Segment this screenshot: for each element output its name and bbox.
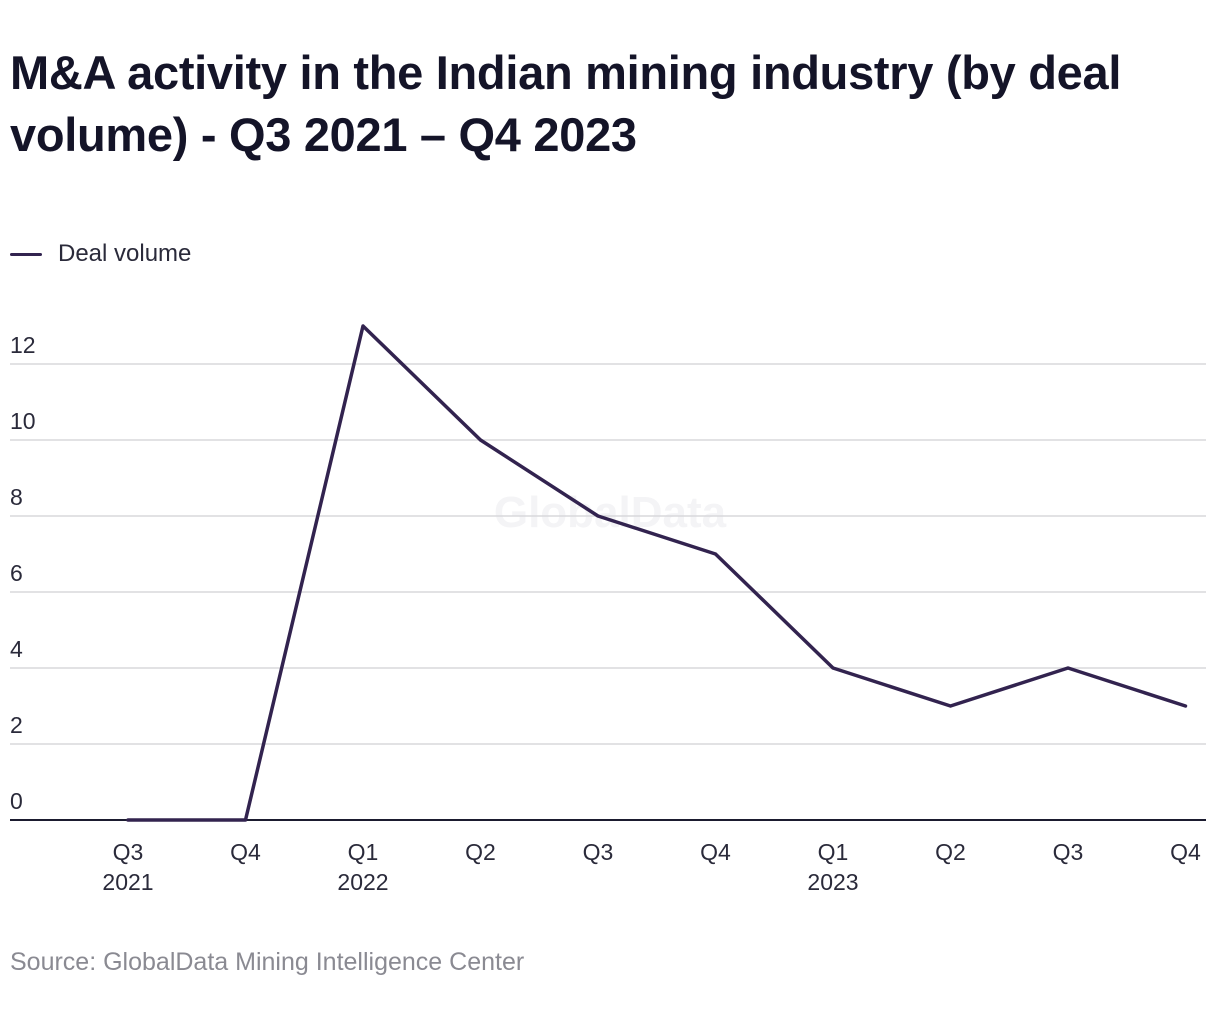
x-tick-label: Q2 [935, 839, 966, 865]
data-point [831, 666, 835, 670]
data-point [126, 818, 130, 822]
x-tick-label: Q4 [230, 839, 261, 865]
y-tick-label: 6 [10, 560, 23, 586]
y-tick-label: 12 [10, 332, 36, 358]
x-tick-label: Q1 [348, 839, 379, 865]
legend-label: Deal volume [58, 240, 192, 267]
legend-swatch [10, 252, 42, 256]
data-point [244, 818, 247, 822]
y-tick-label: 4 [10, 636, 23, 662]
y-tick-label: 2 [10, 712, 23, 738]
x-tick-label: Q2 [465, 839, 496, 865]
y-tick-label: 10 [10, 408, 36, 434]
data-point [714, 552, 717, 556]
series-line [126, 324, 1188, 822]
source-note: Source: GlobalData Mining Intelligence C… [10, 948, 525, 976]
y-tick-label: 8 [10, 484, 23, 510]
x-tick-label: Q3 [113, 839, 144, 865]
x-tick-label: 2023 [807, 869, 858, 895]
x-tick-label: Q4 [1170, 839, 1201, 865]
y-tick-label: 0 [10, 788, 23, 814]
x-tick-label: Q3 [1053, 839, 1084, 865]
data-point [596, 514, 600, 518]
legend: Deal volume [10, 240, 191, 268]
data-point [1066, 666, 1070, 670]
x-tick-label: 2021 [102, 869, 153, 895]
watermark-text: GlobalData [494, 488, 727, 537]
x-tick-label: 2022 [337, 869, 388, 895]
chart-title: M&A activity in the Indian mining indust… [10, 46, 1122, 161]
data-point [949, 704, 952, 708]
x-tick-label: Q3 [583, 839, 614, 865]
x-tick-label: Q1 [818, 839, 849, 865]
data-point [1184, 704, 1187, 708]
x-tick-label: Q4 [700, 839, 731, 865]
data-point [361, 324, 365, 328]
data-point [479, 438, 482, 442]
